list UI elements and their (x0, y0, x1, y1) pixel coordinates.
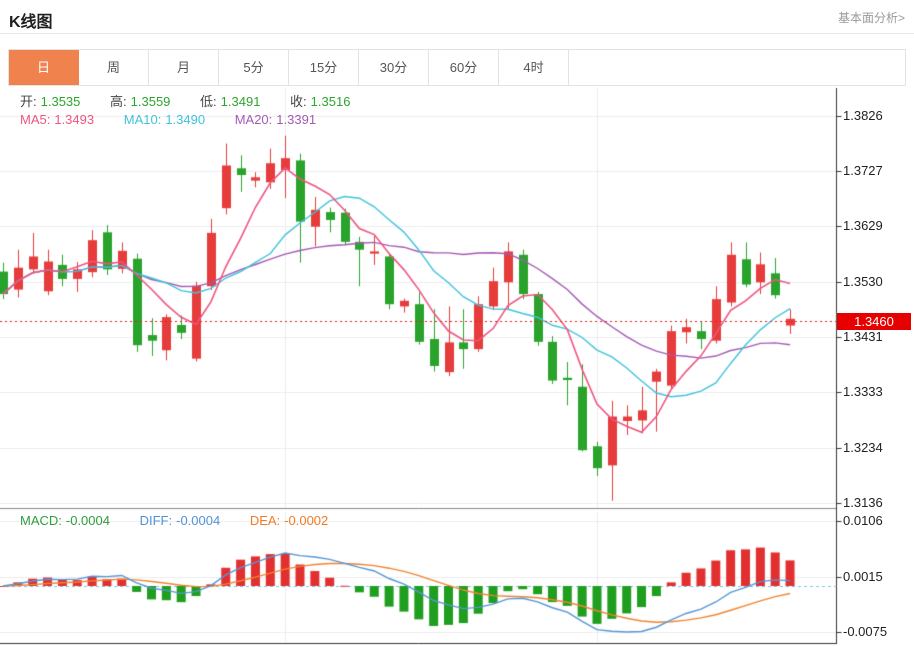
open-value: 1.3535 (40, 94, 81, 109)
ma20-label: MA20: (234, 112, 273, 127)
price-axis-label-5: 1.3333 (843, 384, 883, 400)
macd-axis-label-1: 0.0015 (843, 568, 883, 584)
macd-axis-label-0: 0.0106 (843, 513, 883, 529)
macd-axis-label-2: -0.0075 (843, 623, 888, 639)
current-price-badge: 1.3460 (837, 312, 911, 330)
tab-日[interactable]: 日 (9, 50, 79, 85)
tab-周[interactable]: 周 (79, 50, 149, 85)
price-axis-label-4: 1.3431 (843, 329, 883, 345)
diff-value: -0.0004 (176, 513, 221, 528)
ohlc-legend: 开: 1.3535 高: 1.3559 低: 1.3491 收: 1.3516 (20, 91, 354, 110)
high-value: 1.3559 (130, 94, 171, 109)
tab-30分[interactable]: 30分 (359, 50, 429, 85)
fundamental-analysis-link[interactable]: 基本面分析> (837, 11, 905, 25)
ma10-value: 1.3490 (165, 112, 206, 127)
open-label: 开: (20, 94, 37, 109)
price-axis-label-2: 1.3629 (843, 218, 883, 234)
page-title: K线图 (9, 14, 53, 31)
dea-label: DEA: (249, 513, 281, 528)
title-divider (0, 33, 914, 34)
low-label: 低: (200, 94, 217, 109)
macd-value: -0.0004 (65, 513, 110, 528)
low-value: 1.3491 (220, 94, 261, 109)
price-axis-label-1: 1.3727 (843, 163, 883, 179)
ma5-label: MA5: (20, 112, 51, 127)
macd-label: MACD: (20, 513, 62, 528)
price-axis-label-0: 1.3826 (843, 107, 883, 123)
tab-15分[interactable]: 15分 (289, 50, 359, 85)
price-axis-label-7: 1.3136 (843, 495, 883, 510)
ma10-label: MA10: (123, 112, 162, 127)
ma5-value: 1.3493 (54, 112, 95, 127)
macd-legend: MACD: -0.0004 DIFF: -0.0004 DEA: -0.0002 (20, 513, 332, 528)
ma20-value: 1.3391 (276, 112, 317, 127)
close-label: 收: (290, 94, 307, 109)
high-label: 高: (110, 94, 127, 109)
price-axis-label-3: 1.3530 (843, 273, 883, 289)
interval-tabs: 日周月 5分 15分 30分 60分 4时 (8, 49, 906, 86)
tab-月[interactable]: 月 (149, 50, 219, 85)
diff-label: DIFF: (139, 513, 173, 528)
tab-5分[interactable]: 5分 (219, 50, 289, 85)
tab-60分[interactable]: 60分 (429, 50, 499, 85)
dea-value: -0.0002 (284, 513, 329, 528)
price-axis-label-6: 1.3234 (843, 439, 883, 455)
ma-legend: MA5: 1.3493 MA10: 1.3490 MA20: 1.3391 (20, 112, 320, 127)
close-value: 1.3516 (310, 94, 351, 109)
tab-bar-filler (569, 50, 905, 85)
tab-4时[interactable]: 4时 (499, 50, 569, 85)
